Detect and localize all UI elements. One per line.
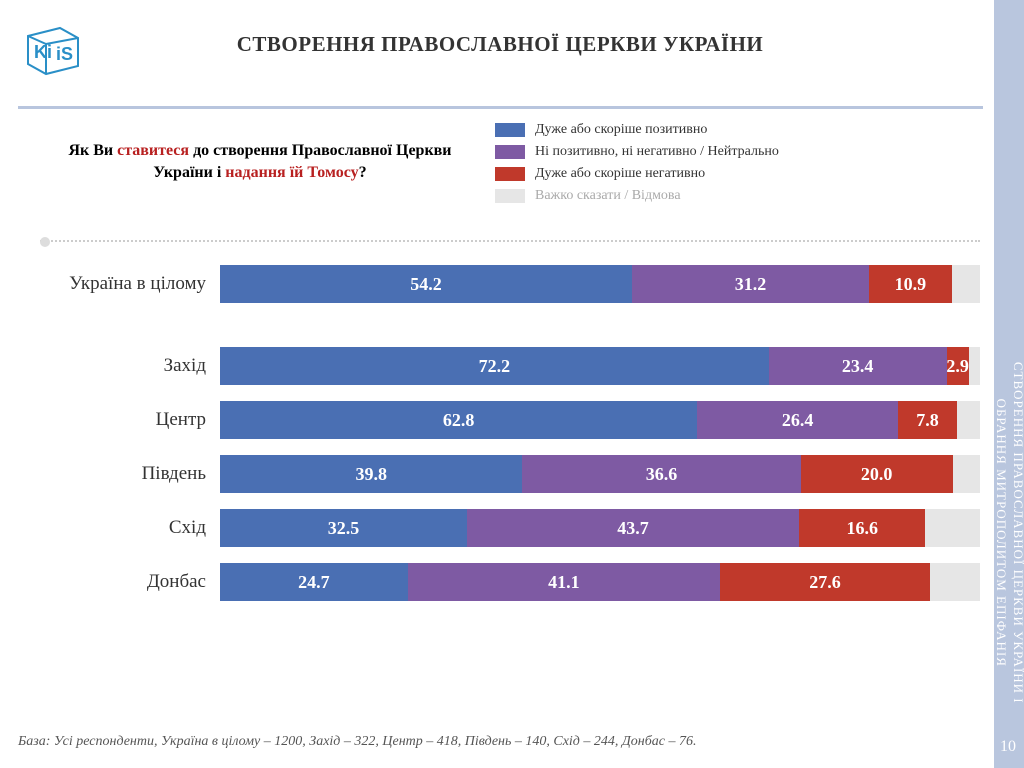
bar-segment: 41.1 — [408, 563, 720, 601]
footnote-base: База: Усі респонденти, Україна в цілому … — [18, 734, 697, 750]
legend-swatch — [495, 123, 525, 137]
bar-segment: 16.6 — [799, 509, 925, 547]
bar-track: 39.836.620.0 — [220, 455, 980, 493]
chart-row-label: Схід — [40, 517, 220, 539]
bar-track: 62.826.47.8 — [220, 401, 980, 439]
bar-segment — [952, 265, 980, 303]
legend-swatch — [495, 189, 525, 203]
legend-swatch — [495, 167, 525, 181]
chart-row-label: Захід — [40, 355, 220, 377]
bar-segment: 26.4 — [697, 401, 898, 439]
legend: Дуже або скоріше позитивно Ні позитивно, … — [495, 122, 975, 210]
bar-segment: 7.8 — [898, 401, 957, 439]
chart-row-label: Південь — [40, 463, 220, 485]
bar-segment — [957, 401, 980, 439]
bar-segment: 20.0 — [801, 455, 953, 493]
survey-question: Як Ви ставитеся до створення Православно… — [60, 140, 460, 185]
legend-label: Дуже або скоріше позитивно — [535, 122, 707, 138]
legend-item: Важко сказати / Відмова — [495, 188, 975, 204]
bar-track: 72.223.42.9 — [220, 347, 980, 385]
legend-swatch — [495, 145, 525, 159]
bar-segment: 10.9 — [869, 265, 952, 303]
chart-row-label: Україна в цілому — [40, 273, 220, 295]
bar-track: 24.741.127.6 — [220, 563, 980, 601]
title-underline — [18, 106, 983, 109]
bar-track: 32.543.716.6 — [220, 509, 980, 547]
chart-row: Центр62.826.47.8 — [40, 400, 980, 440]
bar-segment: 72.2 — [220, 347, 769, 385]
bar-segment: 31.2 — [632, 265, 869, 303]
bar-segment — [969, 347, 980, 385]
bar-segment: 62.8 — [220, 401, 697, 439]
stacked-bar-chart: Україна в цілому54.231.210.9 Захід72.223.… — [40, 264, 980, 616]
slide-title: СТВОРЕННЯ ПРАВОСЛАВНОЇ ЦЕРКВИ УКРАЇНИ — [0, 32, 1000, 57]
side-section-title: СТВОРЕННЯ ПРАВОСЛАВНОЇ ЦЕРКВИ УКРАЇНИ І … — [992, 362, 1024, 392]
page-number: 10 — [998, 738, 1018, 756]
legend-item: Дуже або скоріше негативно — [495, 166, 975, 182]
chart-row: Захід72.223.42.9 — [40, 346, 980, 386]
legend-item: Дуже або скоріше позитивно — [495, 122, 975, 138]
bar-segment: 36.6 — [522, 455, 800, 493]
legend-label: Важко сказати / Відмова — [535, 188, 681, 204]
divider-dotted — [40, 240, 980, 242]
bar-segment: 27.6 — [720, 563, 930, 601]
bar-segment: 24.7 — [220, 563, 408, 601]
bar-segment: 54.2 — [220, 265, 632, 303]
bar-track: 54.231.210.9 — [220, 265, 980, 303]
legend-label: Ні позитивно, ні негативно / Нейтрально — [535, 144, 779, 160]
bar-segment: 43.7 — [467, 509, 799, 547]
chart-row-label: Донбас — [40, 571, 220, 593]
legend-item: Ні позитивно, ні негативно / Нейтрально — [495, 144, 975, 160]
chart-row: Донбас24.741.127.6 — [40, 562, 980, 602]
chart-row-label: Центр — [40, 409, 220, 431]
chart-row: Південь39.836.620.0 — [40, 454, 980, 494]
bar-segment: 39.8 — [220, 455, 522, 493]
legend-label: Дуже або скоріше негативно — [535, 166, 705, 182]
bar-segment: 23.4 — [769, 347, 947, 385]
bar-segment — [925, 509, 980, 547]
bar-segment — [953, 455, 980, 493]
bar-segment — [930, 563, 980, 601]
chart-row: Україна в цілому54.231.210.9 — [40, 264, 980, 304]
bar-segment: 32.5 — [220, 509, 467, 547]
chart-row: Схід32.543.716.6 — [40, 508, 980, 548]
bar-segment: 2.9 — [947, 347, 969, 385]
